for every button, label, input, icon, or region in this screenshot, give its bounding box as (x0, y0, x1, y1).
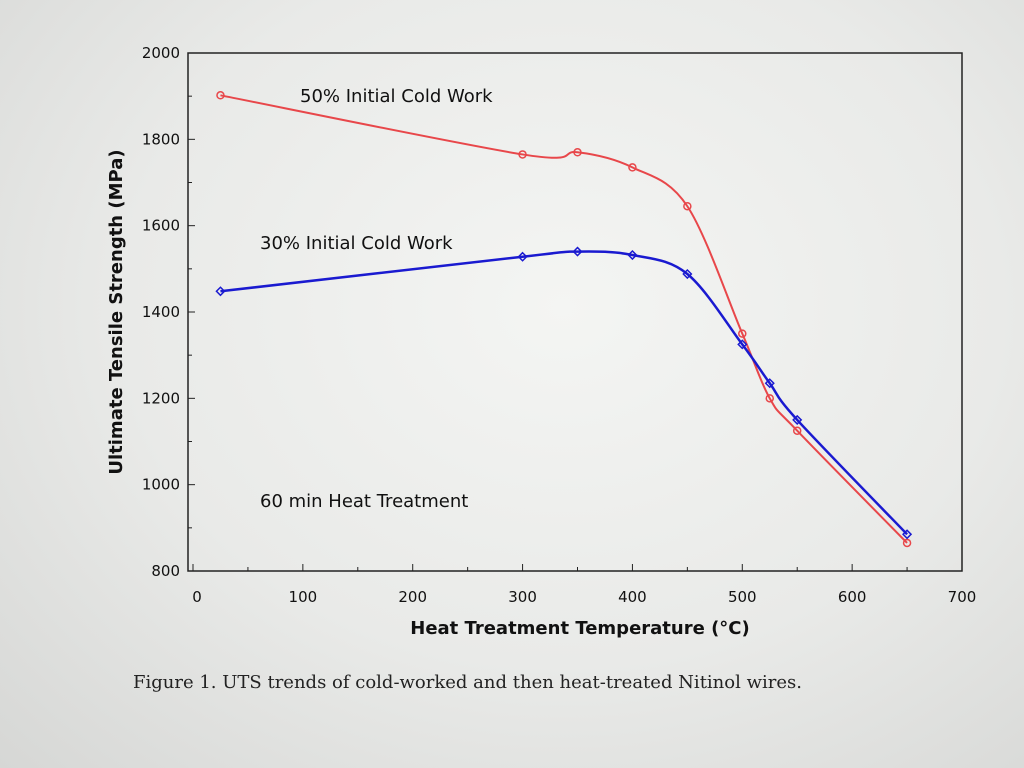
data-point (737, 339, 748, 350)
x-tick-label: 100 (289, 588, 318, 606)
data-point (764, 378, 775, 389)
data-point (792, 414, 803, 425)
x-axis-label: Heat Treatment Temperature (°C) (410, 618, 749, 639)
x-tick-label: 0 (192, 588, 202, 606)
data-point (215, 286, 226, 297)
annotation-heat-treatment: 60 min Heat Treatment (260, 491, 468, 512)
series-line-50pct (220, 94, 908, 544)
x-tick-label: 300 (508, 588, 537, 606)
data-point (628, 163, 637, 172)
y-tick-label: 800 (151, 562, 180, 580)
x-tick-label: 500 (728, 588, 757, 606)
annotation-30pct: 30% Initial Cold Work (260, 233, 453, 254)
series-line-30pct (220, 250, 908, 536)
data-point (765, 394, 774, 403)
data-point (682, 268, 693, 280)
y-tick-label: 1800 (142, 130, 180, 148)
y-tick-label: 1000 (142, 476, 180, 494)
data-point (792, 426, 802, 435)
y-tick-label: 2000 (142, 44, 180, 62)
x-tick-label: 700 (948, 588, 977, 606)
y-axis-label: Ultimate Tensile Strength (MPa) (106, 149, 127, 474)
data-point (573, 148, 582, 157)
x-tick-label: 600 (838, 588, 867, 606)
data-point (572, 246, 583, 257)
figure-caption: Figure 1. UTS trends of cold-worked and … (133, 672, 802, 693)
data-point (518, 150, 527, 159)
data-point (216, 91, 225, 100)
y-tick-label: 1400 (142, 303, 180, 321)
data-point (902, 529, 913, 540)
x-tick-label: 400 (618, 588, 647, 606)
data-point (517, 251, 528, 262)
x-tick-label: 200 (398, 588, 427, 606)
data-point (683, 201, 692, 211)
y-tick-label: 1200 (142, 389, 180, 407)
y-tick-label: 1600 (142, 217, 180, 235)
annotation-50pct: 50% Initial Cold Work (300, 86, 493, 107)
data-point (627, 249, 638, 261)
data-point (902, 538, 912, 548)
data-point (738, 329, 747, 338)
